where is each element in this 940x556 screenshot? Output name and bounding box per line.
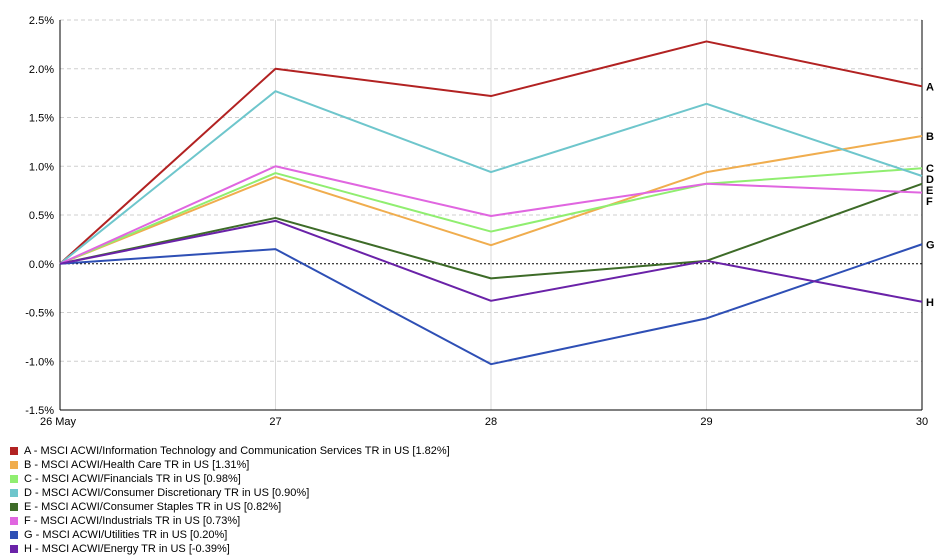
series-line-a [59,40,923,265]
series-line-c [59,167,923,265]
y-tick-label: 0.5% [29,210,54,222]
legend-item: H - MSCI ACWI/Energy TR in US [-0.39%] [10,542,930,556]
x-tick-label: 30 [916,416,928,428]
series-line-h [59,219,923,303]
legend-swatch [10,489,18,497]
x-tick-label: 29 [700,416,712,428]
legend-label: B - MSCI ACWI/Health Care TR in US [1.31… [24,459,250,471]
legend-label: E - MSCI ACWI/Consumer Staples TR in US … [24,501,282,513]
series-end-label-d: D [926,174,934,186]
legend-item: C - MSCI ACWI/Financials TR in US [0.98%… [10,472,930,486]
series-line-d [59,90,923,265]
legend-item: B - MSCI ACWI/Health Care TR in US [1.31… [10,458,930,472]
y-tick-label: 1.0% [29,161,54,173]
line-chart: 2.5%2.0%1.5%1.0%0.5%0.0%-0.5%-1.0%-1.5%2… [25,15,935,428]
legend-swatch [10,503,18,511]
legend-item: G - MSCI ACWI/Utilities TR in US [0.20%] [10,528,930,542]
x-tick-label: 27 [269,416,281,428]
y-tick-label: 2.0% [29,64,54,76]
series-end-label-a: A [926,81,934,93]
y-tick-label: -1.5% [25,405,54,417]
y-tick-label: -1.0% [25,356,54,368]
legend-label: D - MSCI ACWI/Consumer Discretionary TR … [24,487,310,499]
y-tick-label: 0.0% [29,259,54,271]
series-end-label-g: G [926,239,935,251]
legend-swatch [10,461,18,469]
legend-label: F - MSCI ACWI/Industrials TR in US [0.73… [24,515,241,527]
series-end-label-b: B [926,131,934,143]
series-line-e [59,182,923,280]
legend-label: C - MSCI ACWI/Financials TR in US [0.98%… [24,473,241,485]
legend-swatch [10,517,18,525]
legend-swatch [10,531,18,539]
series-end-label-h: H [926,297,934,309]
legend-label: A - MSCI ACWI/Information Technology and… [24,445,450,457]
legend-item: E - MSCI ACWI/Consumer Staples TR in US … [10,500,930,514]
legend-item: F - MSCI ACWI/Industrials TR in US [0.73… [10,514,930,528]
y-tick-label: 2.5% [29,15,54,27]
legend-item: D - MSCI ACWI/Consumer Discretionary TR … [10,486,930,500]
legend-swatch [10,447,18,455]
legend-swatch [10,545,18,553]
series-line-g [59,243,923,366]
x-tick-label: 26 May [40,416,77,428]
series-end-label-c: C [926,163,934,175]
x-tick-label: 28 [485,416,497,428]
legend-swatch [10,475,18,483]
series-line-f [59,165,923,265]
series-end-label-f: F [926,196,933,208]
legend-label: G - MSCI ACWI/Utilities TR in US [0.20%] [24,529,228,541]
chart-legend: A - MSCI ACWI/Information Technology and… [10,444,930,556]
y-tick-label: 1.5% [29,113,54,125]
legend-label: H - MSCI ACWI/Energy TR in US [-0.39%] [24,543,230,555]
y-tick-label: -0.5% [25,308,54,320]
series-line-b [59,135,923,265]
legend-item: A - MSCI ACWI/Information Technology and… [10,444,930,458]
series-end-label-e: E [926,185,933,197]
